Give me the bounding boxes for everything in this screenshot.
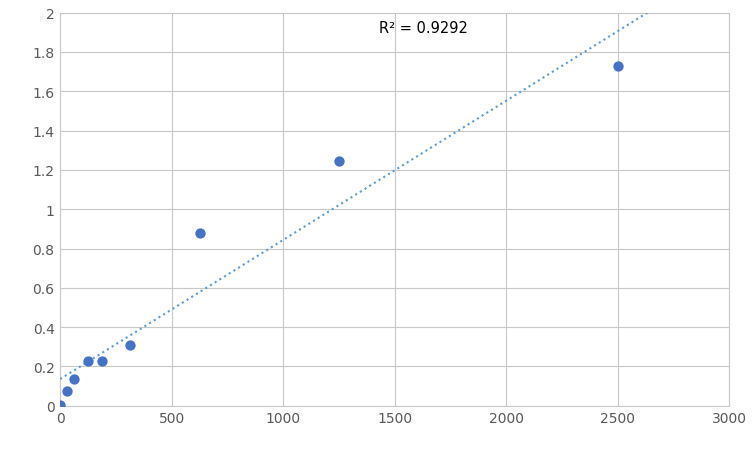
Text: R² = 0.9292: R² = 0.9292 — [379, 21, 468, 37]
Point — [193, 230, 205, 237]
Point — [612, 63, 624, 70]
Point — [82, 358, 94, 365]
Point — [68, 376, 80, 383]
Point — [96, 358, 108, 365]
Point — [124, 342, 136, 349]
Point — [61, 388, 73, 395]
Point — [333, 158, 345, 165]
Point — [54, 401, 66, 409]
